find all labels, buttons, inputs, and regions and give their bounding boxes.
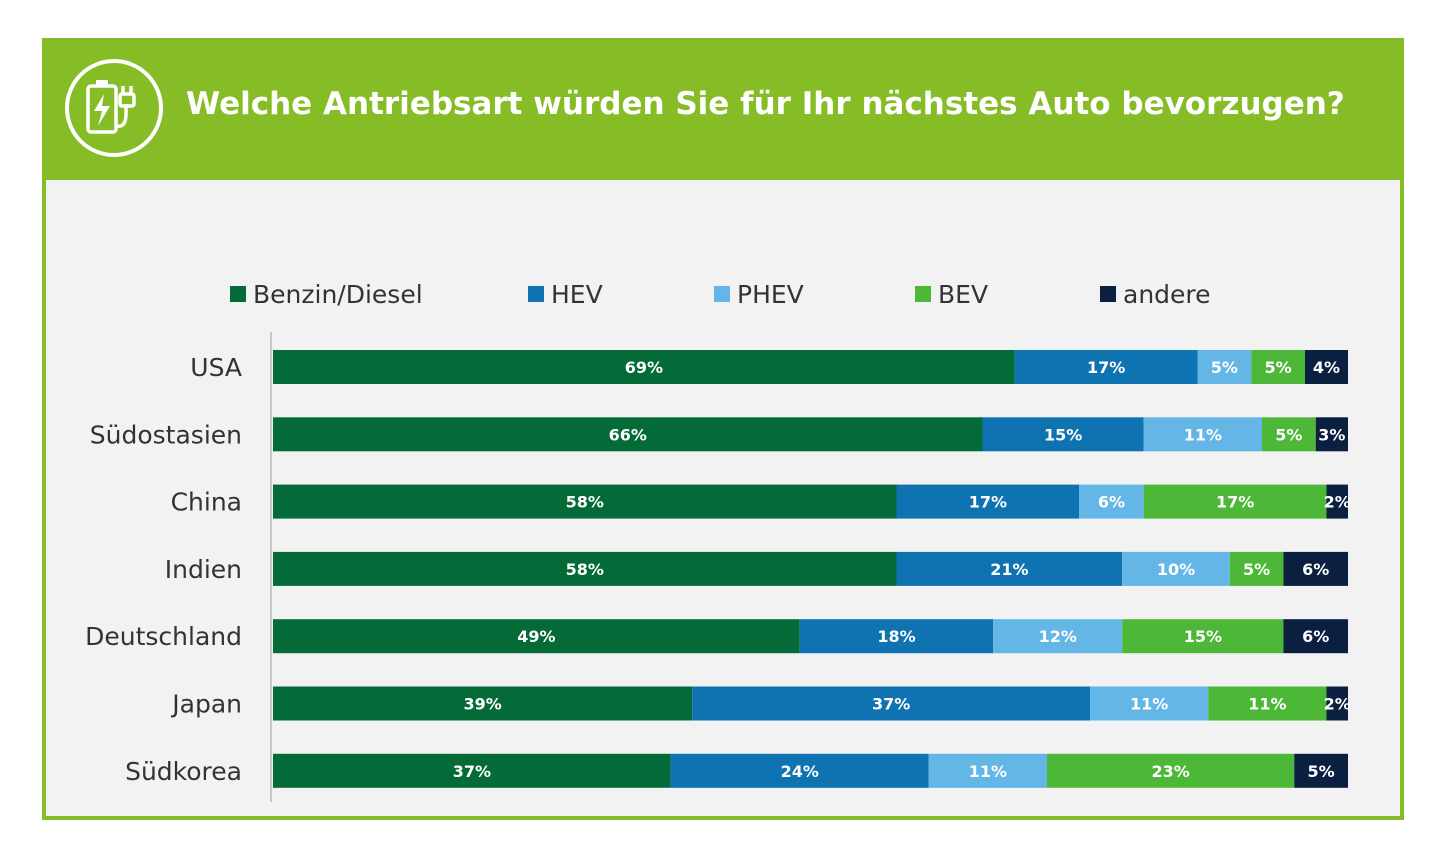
- bar-segment-hev: [982, 417, 1144, 452]
- bar-segment-bev: [1229, 551, 1284, 586]
- legend-label-benzin-diesel: Benzin/Diesel: [253, 280, 423, 309]
- category-label-s-dostasien: Südostasien: [90, 420, 242, 449]
- data-label-bev: 23%: [1151, 762, 1189, 781]
- category-label-deutschland: Deutschland: [85, 622, 242, 651]
- data-label-bev: 17%: [1216, 493, 1254, 512]
- data-label-hev: 21%: [990, 560, 1028, 579]
- data-label-andere: 5%: [1308, 762, 1335, 781]
- bar-segment-hev: [670, 753, 929, 788]
- bar-segment-hev: [799, 619, 994, 654]
- data-label-hev: 37%: [872, 695, 910, 714]
- legend-swatch-phev: [714, 286, 730, 302]
- bar-segment-phev: [993, 619, 1123, 654]
- data-label-hev: 18%: [877, 627, 915, 646]
- legend-swatch-andere: [1100, 286, 1116, 302]
- bar-segment-phev: [1079, 484, 1144, 519]
- data-label-hev: 17%: [969, 493, 1007, 512]
- data-label-hev: 15%: [1044, 425, 1082, 444]
- stacked-bar-chart: Benzin/Diesel HEV PHEV BEV andere USA 69% 17% 5%…: [85, 280, 1351, 802]
- data-label-andere: 6%: [1302, 627, 1329, 646]
- data-label-bev: 5%: [1243, 560, 1270, 579]
- data-label-benzin-diesel: 58%: [566, 493, 604, 512]
- category-label-japan: Japan: [170, 690, 242, 719]
- category-label-usa: USA: [190, 353, 242, 382]
- bar-segment-hev: [692, 686, 1090, 721]
- data-label-andere: 3%: [1318, 425, 1345, 444]
- data-label-benzin-diesel: 69%: [625, 358, 663, 377]
- legend-swatch-benzin-diesel: [230, 286, 246, 302]
- bar-segment-hev: [1014, 350, 1198, 384]
- bar-segment-benzin-diesel: [273, 350, 1015, 384]
- bar-segment-benzin-diesel: [273, 551, 897, 586]
- data-label-phev: 11%: [969, 762, 1007, 781]
- bar-segment-andere: [1283, 619, 1348, 654]
- bar-segment-andere: [1305, 350, 1348, 384]
- category-label-indien: Indien: [165, 555, 242, 584]
- chart-frame: Welche Antriebsart würden Sie für Ihr nä…: [42, 38, 1404, 820]
- chart-panel: Benzin/Diesel HEV PHEV BEV andere USA 69% 17% 5%…: [46, 180, 1400, 816]
- bar-segment-phev: [928, 753, 1047, 788]
- bar-segment-bev: [1208, 686, 1327, 721]
- bar-segment-andere: [1326, 484, 1348, 519]
- bar-segment-hev: [896, 551, 1123, 586]
- data-label-phev: 11%: [1130, 695, 1168, 714]
- data-label-benzin-diesel: 66%: [609, 425, 647, 444]
- data-label-benzin-diesel: 58%: [566, 560, 604, 579]
- data-label-bev: 5%: [1265, 358, 1292, 377]
- data-label-andere: 2%: [1324, 493, 1351, 512]
- bar-segment-bev: [1122, 619, 1284, 654]
- legend-label-bev: BEV: [938, 280, 988, 309]
- bar-segment-bev: [1143, 484, 1327, 519]
- bar-segment-hev: [896, 484, 1080, 519]
- data-label-bev: 5%: [1275, 425, 1302, 444]
- data-label-phev: 12%: [1039, 627, 1077, 646]
- bar-segment-andere: [1294, 753, 1348, 788]
- data-label-phev: 11%: [1184, 425, 1222, 444]
- data-label-phev: 10%: [1157, 560, 1195, 579]
- bar-segment-benzin-diesel: [273, 619, 800, 654]
- legend-swatch-hev: [528, 286, 544, 302]
- data-label-bev: 15%: [1184, 627, 1222, 646]
- bar-segment-bev: [1251, 350, 1305, 384]
- data-label-benzin-diesel: 39%: [463, 695, 501, 714]
- legend-label-phev: PHEV: [737, 280, 804, 309]
- battery-plug-icon: [65, 59, 163, 157]
- data-label-hev: 24%: [781, 762, 819, 781]
- data-label-benzin-diesel: 37%: [453, 762, 491, 781]
- data-label-benzin-diesel: 49%: [517, 627, 555, 646]
- legend-swatch-bev: [915, 286, 931, 302]
- category-label-china: China: [171, 488, 242, 517]
- bar-segment-benzin-diesel: [273, 753, 671, 788]
- bar-segment-benzin-diesel: [273, 417, 983, 452]
- data-label-hev: 17%: [1087, 358, 1125, 377]
- data-label-andere: 4%: [1313, 358, 1340, 377]
- category-label-s-dkorea: Südkorea: [125, 757, 242, 786]
- bar-segment-andere: [1326, 686, 1348, 721]
- data-label-phev: 6%: [1098, 493, 1125, 512]
- legend-label-hev: HEV: [551, 280, 603, 309]
- bar-segment-benzin-diesel: [273, 484, 897, 519]
- data-label-bev: 11%: [1248, 695, 1286, 714]
- data-label-phev: 5%: [1211, 358, 1238, 377]
- bar-segment-andere: [1315, 417, 1348, 452]
- chart-header: Welche Antriebsart würden Sie für Ihr nä…: [42, 38, 1404, 180]
- bar-segment-phev: [1143, 417, 1262, 452]
- chart-title: Welche Antriebsart würden Sie für Ihr nä…: [186, 86, 1345, 122]
- bar-segment-bev: [1047, 753, 1295, 788]
- data-label-andere: 2%: [1324, 695, 1351, 714]
- bar-segment-bev: [1262, 417, 1316, 452]
- bar-segment-phev: [1122, 551, 1230, 586]
- bar-segment-benzin-diesel: [273, 686, 693, 721]
- data-label-andere: 6%: [1302, 560, 1329, 579]
- bar-segment-andere: [1283, 551, 1348, 586]
- legend-label-andere: andere: [1123, 280, 1211, 309]
- bar-segment-phev: [1197, 350, 1252, 384]
- bar-segment-phev: [1090, 686, 1209, 721]
